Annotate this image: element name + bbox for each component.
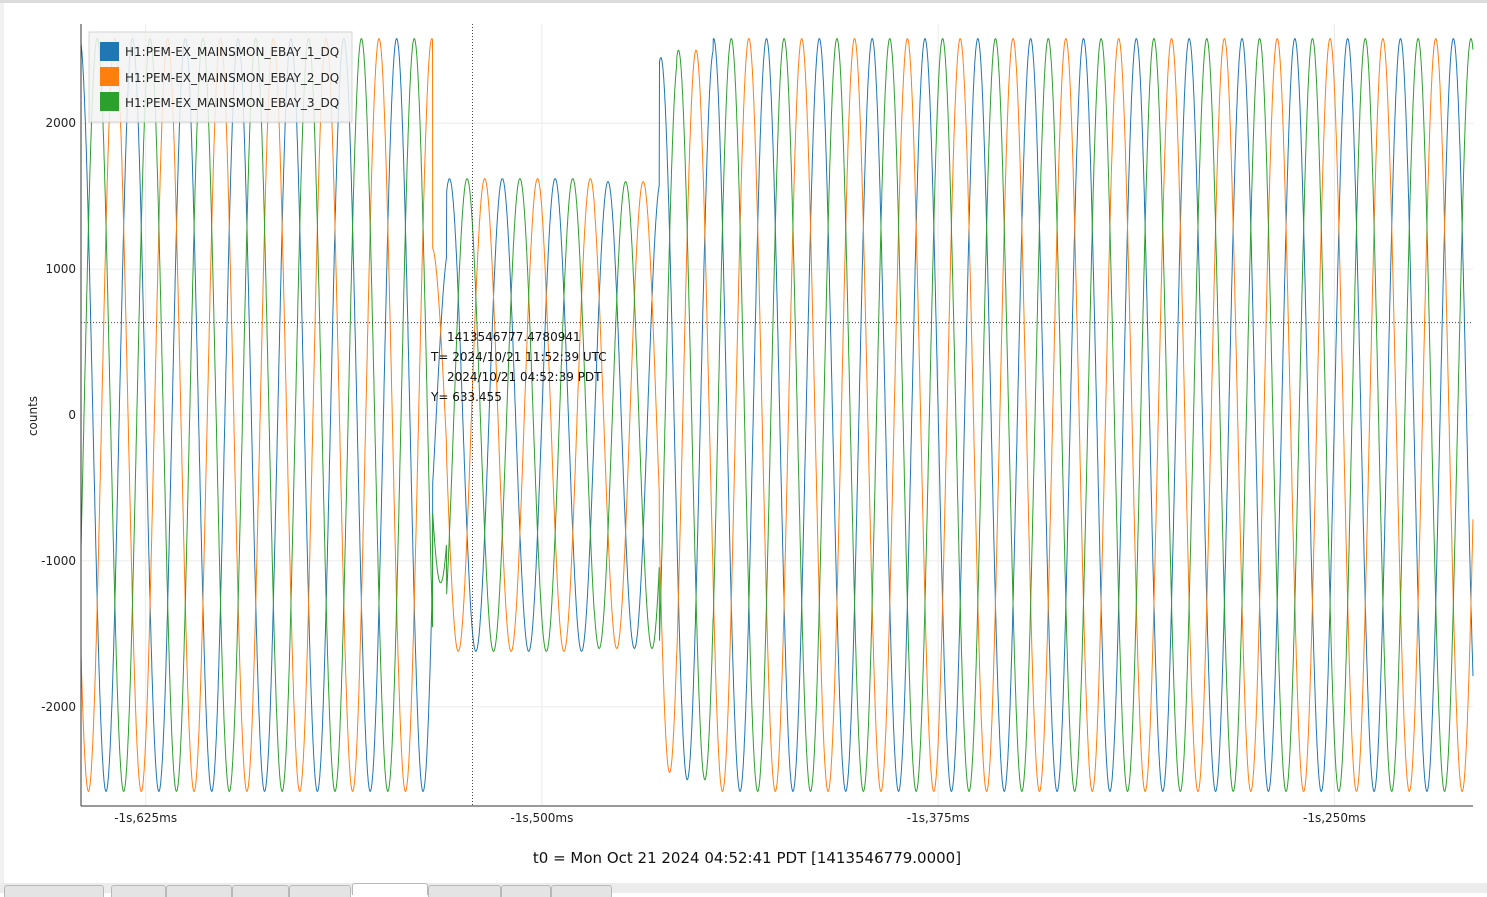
window-left-border [0,3,4,883]
y-tick-label-0: 2000 [45,116,76,130]
y-tick-label-4: -2000 [41,700,76,714]
y-tick-label-2: 0 [68,408,76,422]
tab-8[interactable] [501,885,551,897]
legend-entry-2[interactable]: H1:PEM-EX_MAINSMON_EBAY_2_DQ [125,71,339,85]
bottom-tab-strip [0,883,1487,897]
y-tick-label-3: -1000 [41,554,76,568]
tab-7[interactable] [428,885,501,897]
cursor-y-value: Y= 633.455 [430,390,502,404]
y-tick-label-1: 1000 [45,262,76,276]
y-tick-labels: 2000 1000 0 -1000 -2000 [41,116,76,714]
x-tick-label-2: -1s,375ms [907,811,970,825]
legend-box [88,31,353,123]
legend-swatch-3 [100,92,119,111]
legend-swatch-1 [100,42,119,61]
tab-3[interactable] [166,885,232,897]
legend[interactable]: H1:PEM-EX_MAINSMON_EBAY_1_DQ H1:PEM-EX_M… [88,31,353,123]
cursor-utc-time: T= 2024/10/21 11:52:39 UTC [430,350,607,364]
series-line-2 [80,38,1474,792]
x-tick-label-1: -1s,500ms [510,811,573,825]
tab-2[interactable] [111,885,166,897]
x-tick-label-3: -1s,250ms [1303,811,1366,825]
x-tick-labels: -1s,625ms -1s,500ms -1s,375ms -1s,250ms [114,811,1366,825]
legend-swatch-2 [100,67,119,86]
series-line-1 [80,38,1474,792]
cursor-gps-time: 1413546777.4780941 [447,330,581,344]
window-top-border [0,0,1487,3]
tab-4[interactable] [232,885,289,897]
tab-6-active[interactable] [352,883,428,895]
y-axis-label: counts [26,396,40,436]
x-axis-label: t0 = Mon Oct 21 2024 04:52:41 PDT [14135… [533,849,961,867]
tab-9[interactable] [551,885,612,897]
legend-entry-1[interactable]: H1:PEM-EX_MAINSMON_EBAY_1_DQ [125,45,339,59]
legend-entry-3[interactable]: H1:PEM-EX_MAINSMON_EBAY_3_DQ [125,96,339,110]
x-tick-label-0: -1s,625ms [114,811,177,825]
crosshair-cursor[interactable]: 1413546777.4780941 T= 2024/10/21 11:52:3… [81,24,1473,806]
tab-5[interactable] [289,885,351,897]
cursor-pdt-time: 2024/10/21 04:52:39 PDT [447,370,602,384]
axes [80,24,1473,807]
tab-1[interactable] [4,885,104,897]
